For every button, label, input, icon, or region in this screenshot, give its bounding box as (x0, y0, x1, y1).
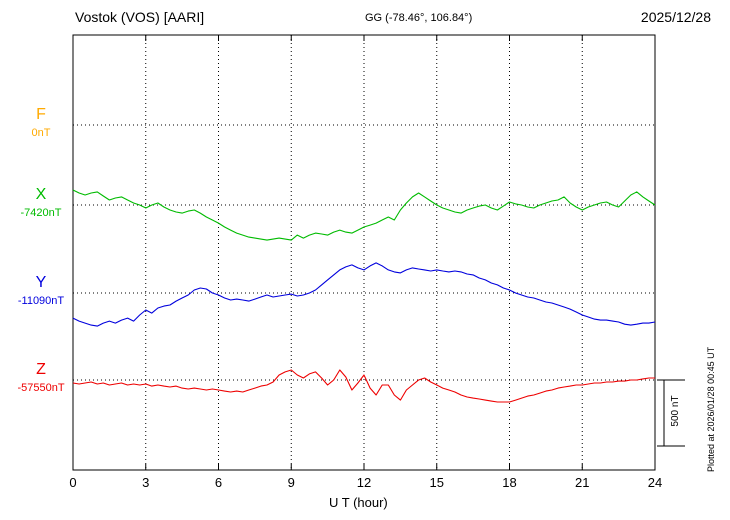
svg-text:21: 21 (575, 475, 589, 490)
channel-letter-z: Z (36, 361, 46, 378)
channel-baseline-value-f: 0nT (31, 126, 51, 139)
x-axis-title: U T (hour) (329, 495, 388, 510)
svg-text:0: 0 (69, 475, 76, 490)
svg-text:3: 3 (142, 475, 149, 490)
station-title: Vostok (VOS) [AARI] (75, 9, 205, 25)
channel-label-f: F 0nT (2, 106, 80, 139)
scale-bar-label: 500 nT (670, 395, 681, 427)
channel-letter-x: X (35, 186, 47, 203)
svg-text:15: 15 (430, 475, 444, 490)
svg-text:12: 12 (357, 475, 371, 490)
channel-baseline-value-z: -57550nT (17, 381, 65, 394)
svg-text:9: 9 (288, 475, 295, 490)
channel-baseline-value-x: -7420nT (20, 206, 62, 219)
channel-baseline-value-y: -11090nT (17, 294, 65, 307)
plot-date: 2025/12/28 (640, 9, 711, 25)
channel-label-y: Y -11090nT (2, 274, 80, 307)
plotted-at-note: Plotted at 2026/01/28 00:45 UT (706, 346, 716, 472)
svg-text:6: 6 (215, 475, 222, 490)
channel-letter-y: Y (35, 274, 47, 291)
channel-label-x: X -7420nT (2, 186, 80, 219)
gg-coordinates: GG (-78.46°, 106.84°) (365, 12, 473, 24)
svg-text:24: 24 (648, 475, 662, 490)
channel-label-z: Z -57550nT (2, 361, 80, 394)
channel-letter-f: F (36, 106, 46, 123)
svg-text:18: 18 (502, 475, 516, 490)
